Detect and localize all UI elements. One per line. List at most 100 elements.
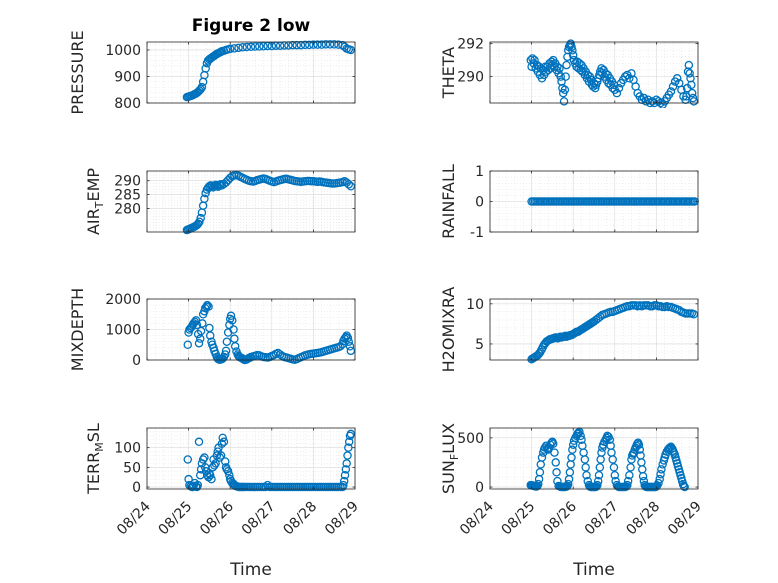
data-point (593, 476, 603, 486)
data-point (220, 350, 230, 359)
data-point (536, 460, 546, 469)
y-tick-label: 2000 (105, 292, 141, 308)
data-point (200, 453, 209, 462)
data-point (597, 448, 606, 457)
data-point (204, 302, 213, 311)
y-tick-label: 1000 (105, 323, 141, 339)
data-point (344, 443, 353, 452)
x-tick-label: 08/24 (457, 498, 497, 538)
data-point (567, 42, 576, 52)
data-point (207, 474, 216, 484)
data-point (635, 445, 645, 454)
data-point (205, 331, 215, 340)
data-point (656, 469, 665, 479)
x-tick-label: 08/28 (280, 499, 320, 539)
data-point (556, 72, 565, 81)
data-point (300, 40, 310, 50)
data-point (614, 83, 624, 93)
data-point (559, 97, 569, 106)
data-point (216, 451, 226, 460)
data-point (246, 42, 256, 52)
data-point (288, 40, 297, 50)
data-point (343, 333, 353, 343)
data-point (576, 431, 585, 441)
data-point (561, 72, 570, 81)
series-rainfall (527, 197, 699, 206)
data-point (225, 44, 235, 54)
data-point (641, 97, 651, 106)
data-point (225, 470, 234, 480)
data-point (339, 476, 349, 486)
series-sun_flux (526, 427, 689, 492)
panel-h2omixra: 5 10 H2OMIXRA (439, 287, 699, 373)
x-tick-label: 08/25 (156, 499, 196, 539)
data-point (222, 337, 232, 346)
data-point (568, 445, 577, 454)
data-point (203, 300, 212, 310)
data-point (582, 470, 591, 480)
y-axis-label-h2omixra: H2OMIXRA (439, 287, 458, 373)
axes-box (146, 427, 356, 490)
x-tick-label: 08/27 (239, 499, 279, 539)
x-axis-label-right: Time (572, 560, 615, 580)
data-point (329, 40, 339, 49)
data-point (217, 439, 227, 448)
data-point (689, 97, 699, 106)
data-point (610, 470, 620, 480)
data-point (242, 42, 252, 52)
data-point (183, 455, 193, 464)
data-point (596, 455, 605, 464)
data-point (579, 448, 588, 457)
data-point (292, 40, 302, 50)
y-tick-label: 0 (132, 353, 141, 369)
data-point (229, 325, 238, 334)
y-axis-label-air_temp: AIRTEMP (84, 168, 106, 235)
data-point (230, 44, 239, 53)
data-point (230, 342, 240, 351)
axes-box (146, 170, 356, 233)
data-point (612, 88, 622, 98)
data-point (568, 45, 577, 55)
axes-box (489, 298, 699, 361)
y-tick-label: 1000 (105, 43, 141, 59)
data-point (634, 440, 644, 449)
data-point (687, 88, 697, 98)
x-tick-label: 08/24 (114, 498, 154, 538)
data-point (685, 69, 694, 78)
data-point (563, 479, 573, 489)
data-point (346, 181, 356, 191)
data-point (191, 481, 201, 491)
data-point (625, 74, 634, 83)
data-point (183, 340, 193, 349)
data-point (625, 470, 634, 480)
data-point (223, 467, 233, 476)
data-point (607, 448, 616, 457)
data-point (321, 40, 331, 49)
data-point (568, 50, 578, 60)
data-point (689, 309, 699, 319)
data-point (647, 97, 657, 106)
data-point (218, 433, 227, 443)
data-point (226, 311, 236, 321)
data-point (565, 468, 575, 477)
x-tick-label: 08/29 (322, 499, 362, 539)
data-point (597, 64, 606, 73)
data-point (638, 465, 647, 474)
data-point (688, 93, 698, 103)
data-point (548, 439, 558, 448)
data-point (555, 64, 564, 73)
y-tick-label: 280 (114, 201, 141, 217)
y-tick-label: 500 (457, 431, 484, 447)
y-tick-label: 10 (466, 297, 484, 313)
data-point (608, 455, 617, 464)
data-point (198, 455, 208, 464)
data-point (228, 316, 237, 325)
data-point (344, 437, 354, 447)
data-point (211, 180, 220, 190)
data-point (581, 463, 590, 472)
data-point (684, 60, 694, 70)
data-point (194, 338, 204, 348)
data-point (637, 458, 646, 467)
data-point (344, 180, 354, 189)
